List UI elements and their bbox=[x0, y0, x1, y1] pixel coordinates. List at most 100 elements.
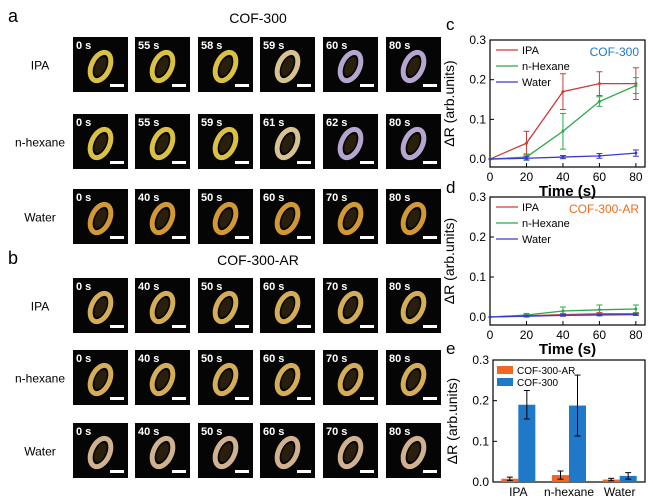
time-label: 40 s bbox=[138, 353, 159, 365]
cof300-row-label: Water bbox=[24, 211, 56, 225]
particle-core bbox=[407, 370, 420, 389]
y-tick-label: 0.3 bbox=[472, 353, 489, 367]
time-label: 60 s bbox=[263, 192, 284, 204]
bar bbox=[518, 404, 536, 482]
particle-core bbox=[344, 443, 357, 462]
scale-bar bbox=[110, 161, 124, 164]
particle-core bbox=[281, 134, 294, 153]
particle-ring bbox=[212, 49, 239, 84]
chart-annotation: COF-300-AR bbox=[569, 202, 639, 216]
particle-core bbox=[281, 443, 294, 462]
x-tick-label: 60 bbox=[593, 170, 607, 184]
particle-ring bbox=[400, 290, 427, 325]
time-label: 70 s bbox=[326, 192, 347, 204]
time-label: 60 s bbox=[263, 353, 284, 365]
particle-core bbox=[344, 57, 357, 76]
particle-ring bbox=[400, 362, 427, 397]
chart-annotation: COF-300 bbox=[590, 45, 640, 59]
data-point bbox=[488, 315, 492, 319]
particle-ring bbox=[274, 435, 301, 470]
scale-bar bbox=[423, 161, 437, 164]
x-axis-label: Time (s) bbox=[539, 183, 596, 200]
time-label: 59 s bbox=[201, 117, 222, 129]
particle-ring bbox=[149, 49, 176, 84]
scale-bar bbox=[110, 397, 124, 400]
data-point bbox=[597, 154, 601, 158]
particle-ring bbox=[337, 126, 364, 161]
data-point bbox=[597, 82, 601, 86]
scale-bar bbox=[297, 84, 311, 87]
time-label: 55 s bbox=[138, 117, 159, 129]
time-label: 0 s bbox=[76, 117, 91, 129]
panel-label-b: b bbox=[8, 248, 18, 268]
panel-label-d: d bbox=[446, 178, 455, 197]
x-tick-label: 0 bbox=[487, 170, 494, 184]
particle-core bbox=[344, 209, 357, 228]
legend-swatch bbox=[497, 378, 513, 386]
time-label: 40 s bbox=[138, 281, 159, 293]
y-tick-label: 0.1 bbox=[472, 434, 489, 448]
time-label: 50 s bbox=[201, 192, 222, 204]
y-tick-label: 0.0 bbox=[469, 310, 486, 324]
data-point bbox=[561, 129, 565, 133]
x-axis-label: Time (s) bbox=[539, 341, 596, 358]
particle-core bbox=[94, 298, 107, 317]
particle-core bbox=[344, 370, 357, 389]
time-label: 59 s bbox=[263, 40, 284, 52]
particle-ring bbox=[212, 362, 239, 397]
data-point bbox=[561, 155, 565, 159]
time-label: 60 s bbox=[263, 281, 284, 293]
legend-label: COF-300-AR bbox=[517, 366, 575, 377]
particle-core bbox=[281, 209, 294, 228]
cof300-row-label: IPA bbox=[31, 59, 49, 73]
time-label: 50 s bbox=[201, 426, 222, 438]
panel-label-c: c bbox=[446, 15, 455, 34]
particle-core bbox=[156, 298, 169, 317]
scale-bar bbox=[110, 84, 124, 87]
time-label: 61 s bbox=[263, 117, 284, 129]
scale-bar bbox=[297, 325, 311, 328]
x-tick-label: 80 bbox=[629, 328, 643, 342]
legend-label: n-Hexane bbox=[522, 61, 570, 73]
scale-bar bbox=[297, 470, 311, 473]
scale-bar bbox=[360, 470, 374, 473]
particle-core bbox=[407, 298, 420, 317]
scale-bar bbox=[110, 236, 124, 239]
particle-ring bbox=[87, 362, 114, 397]
time-label: 60 s bbox=[326, 40, 347, 52]
scale-bar bbox=[235, 84, 249, 87]
particle-ring bbox=[337, 362, 364, 397]
time-label: 80 s bbox=[389, 117, 410, 129]
data-point bbox=[524, 314, 528, 318]
scale-bar bbox=[172, 397, 186, 400]
y-axis-label: ΔR (arb.units) bbox=[441, 60, 457, 146]
particle-ring bbox=[274, 49, 301, 84]
time-label: 70 s bbox=[326, 353, 347, 365]
plot-frame bbox=[489, 39, 646, 168]
particle-core bbox=[94, 57, 107, 76]
particle-ring bbox=[149, 290, 176, 325]
scale-bar bbox=[110, 325, 124, 328]
particle-core bbox=[156, 370, 169, 389]
y-tick-label: 0.2 bbox=[469, 230, 486, 244]
scale-bar bbox=[360, 161, 374, 164]
time-label: 0 s bbox=[76, 192, 91, 204]
cof300ar-row-label: n-hexane bbox=[15, 372, 65, 386]
data-point bbox=[634, 151, 638, 155]
particle-ring bbox=[400, 126, 427, 161]
particle-core bbox=[219, 209, 232, 228]
particle-ring bbox=[400, 435, 427, 470]
scale-bar bbox=[172, 236, 186, 239]
particle-core bbox=[219, 298, 232, 317]
data-point bbox=[561, 313, 565, 317]
y-tick-label: 0.3 bbox=[469, 190, 486, 204]
particle-core bbox=[219, 57, 232, 76]
particle-ring bbox=[274, 290, 301, 325]
time-label: 50 s bbox=[201, 353, 222, 365]
particle-ring bbox=[274, 201, 301, 236]
time-label: 80 s bbox=[389, 353, 410, 365]
scale-bar bbox=[235, 325, 249, 328]
scale-bar bbox=[297, 236, 311, 239]
time-label: 80 s bbox=[389, 281, 410, 293]
scale-bar bbox=[297, 397, 311, 400]
